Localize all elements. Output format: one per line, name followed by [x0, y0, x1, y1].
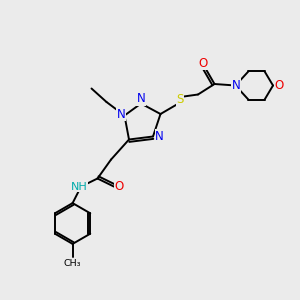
Text: O: O [199, 56, 208, 70]
Text: S: S [176, 93, 184, 106]
Text: O: O [274, 79, 284, 92]
Text: O: O [115, 180, 124, 193]
Text: N: N [116, 107, 125, 121]
Text: NH: NH [71, 182, 88, 192]
Text: N: N [136, 92, 146, 106]
Text: N: N [232, 79, 241, 92]
Text: CH₃: CH₃ [64, 259, 81, 268]
Text: N: N [155, 130, 164, 143]
